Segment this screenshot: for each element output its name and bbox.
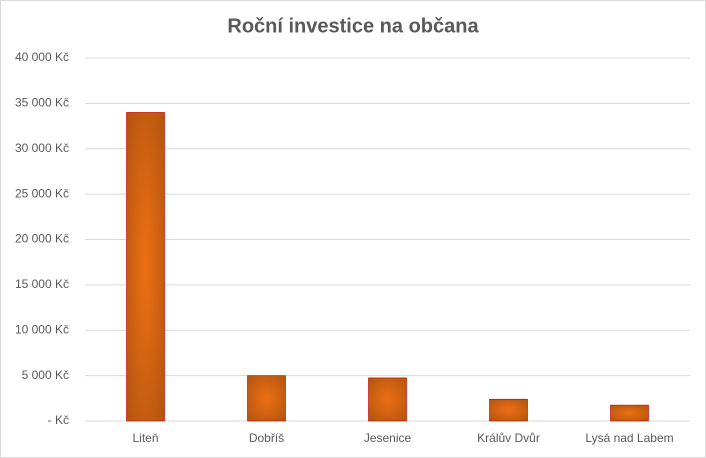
bar bbox=[489, 398, 528, 422]
y-tick-label: 5 000 Kč bbox=[22, 368, 69, 382]
y-tick-label: 30 000 Kč bbox=[15, 141, 69, 155]
bar bbox=[126, 112, 165, 422]
y-tick-label: 15 000 Kč bbox=[15, 277, 69, 291]
x-tick-label: Lysá nad Labem bbox=[585, 431, 673, 445]
y-tick-label: 10 000 Kč bbox=[15, 322, 69, 336]
bar bbox=[610, 404, 649, 422]
bar bbox=[247, 375, 286, 422]
y-tick-label: 40 000 Kč bbox=[15, 50, 69, 64]
bar bbox=[368, 377, 407, 422]
x-tick-label: Dobříš bbox=[249, 431, 284, 445]
y-tick-label: 35 000 Kč bbox=[15, 96, 69, 110]
y-tick-label: - Kč bbox=[48, 413, 69, 427]
x-tick-label: Liteň bbox=[132, 431, 158, 445]
y-tick-label: 25 000 Kč bbox=[15, 186, 69, 200]
x-tick-label: Jesenice bbox=[364, 431, 412, 445]
y-tick-label: 20 000 Kč bbox=[15, 232, 69, 246]
chart-title: Roční investice na občana bbox=[227, 15, 479, 37]
x-tick-label: Králův Dvůr bbox=[477, 431, 540, 445]
